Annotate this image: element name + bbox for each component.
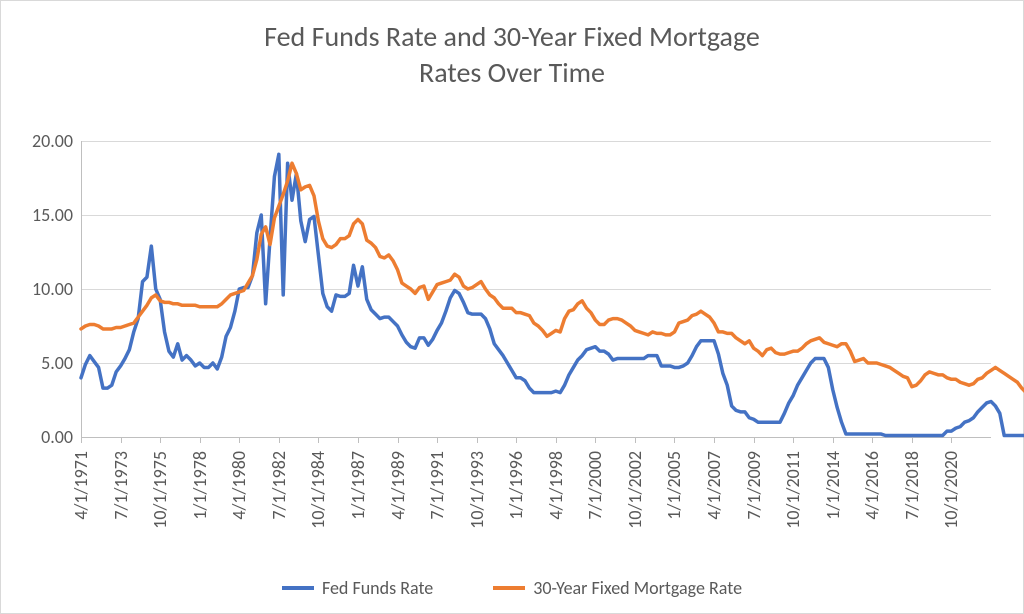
x-tick-label: 1/1/1978 <box>189 451 211 520</box>
x-tick-label: 4/1/1971 <box>70 451 92 520</box>
x-tick-label: 10/1/2002 <box>624 451 646 529</box>
x-tick-label: 7/1/2009 <box>743 451 765 520</box>
x-tick-label: 4/1/1989 <box>387 451 409 520</box>
x-tick-label: 7/1/2018 <box>901 451 923 520</box>
x-tick-label: 1/1/2014 <box>822 451 844 520</box>
x-tick-label: 10/1/1984 <box>307 451 329 529</box>
legend-swatch-mortgage <box>493 586 525 590</box>
chart-title: Fed Funds Rate and 30-Year Fixed Mortgag… <box>1 19 1023 91</box>
y-tick-label: 5.00 <box>41 352 81 374</box>
series-line-1 <box>81 163 1024 395</box>
x-tick-label: 1/1/1987 <box>347 451 369 520</box>
x-tick-label: 7/1/1991 <box>426 451 448 520</box>
y-tick-label: 0.00 <box>41 426 81 448</box>
x-tick-label: 4/1/2016 <box>861 451 883 520</box>
x-tick-label: 4/1/1998 <box>545 451 567 520</box>
y-tick-label: 20.00 <box>32 130 81 152</box>
series-svg <box>81 141 991 437</box>
x-tick-label: 10/1/1975 <box>149 451 171 529</box>
x-tick-label: 4/1/2007 <box>703 451 725 520</box>
x-tick-label: 7/1/1973 <box>110 451 132 520</box>
plot-area: 0.005.0010.0015.0020.00 <box>81 141 991 437</box>
chart-title-line2: Rates Over Time <box>419 55 605 90</box>
legend-item-mortgage: 30-Year Fixed Mortgage Rate <box>493 577 742 599</box>
x-tick-label: 4/1/1980 <box>228 451 250 520</box>
x-axis-labels: 4/1/19717/1/197310/1/19751/1/19784/1/198… <box>81 441 991 561</box>
y-tick-label: 15.00 <box>32 204 81 226</box>
x-tick-label: 7/1/1982 <box>268 451 290 520</box>
x-tick-label: 1/1/2005 <box>663 451 685 520</box>
legend-label-mortgage: 30-Year Fixed Mortgage Rate <box>533 577 742 599</box>
legend-label-fed-funds: Fed Funds Rate <box>322 577 433 599</box>
x-axis-line <box>81 437 991 438</box>
x-tick-label: 7/1/2000 <box>584 451 606 520</box>
x-tick-label: 10/1/2020 <box>940 451 962 529</box>
series-line-0 <box>81 154 1024 435</box>
x-tick-label: 10/1/1993 <box>466 451 488 529</box>
x-tick-label: 10/1/2011 <box>782 451 804 529</box>
chart-title-line1: Fed Funds Rate and 30-Year Fixed Mortgag… <box>264 19 760 54</box>
x-tick-label: 1/1/1996 <box>505 451 527 520</box>
legend-item-fed-funds: Fed Funds Rate <box>282 577 433 599</box>
chart-container: Fed Funds Rate and 30-Year Fixed Mortgag… <box>0 0 1024 614</box>
legend: Fed Funds Rate 30-Year Fixed Mortgage Ra… <box>1 577 1023 599</box>
y-tick-label: 10.00 <box>32 278 81 300</box>
legend-swatch-fed-funds <box>282 586 314 590</box>
